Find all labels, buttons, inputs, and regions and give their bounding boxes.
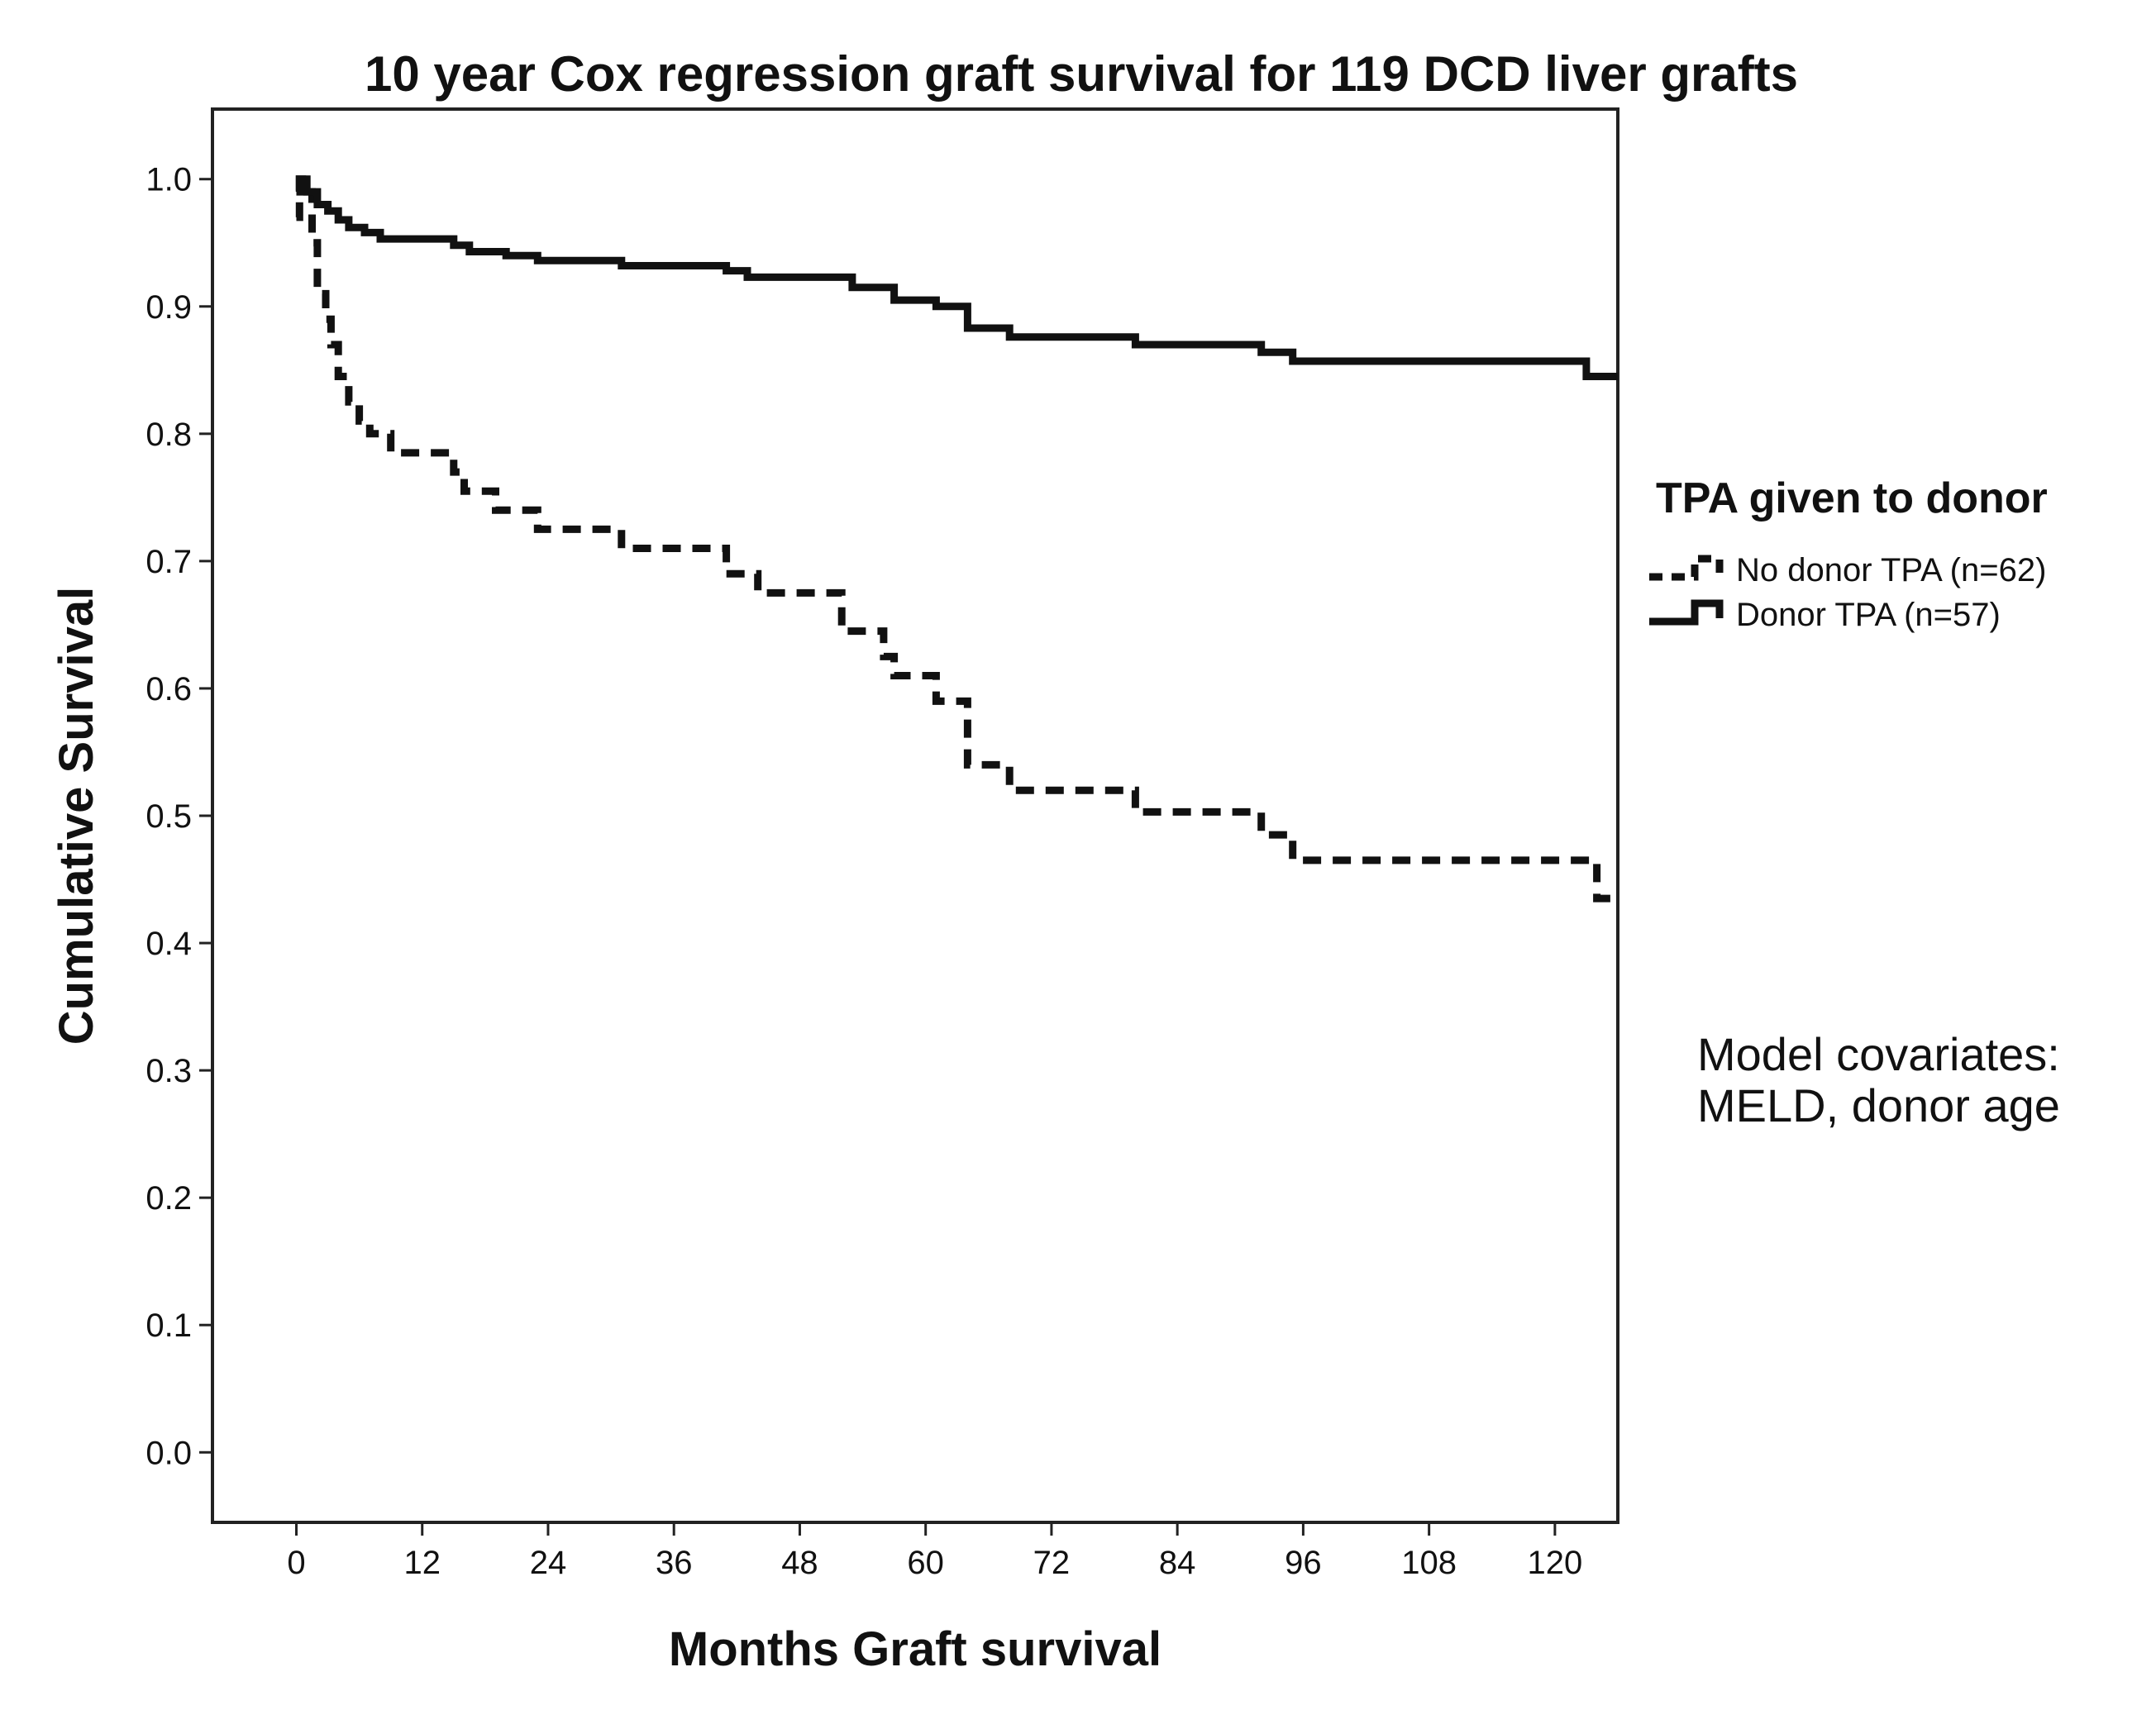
series-layer <box>295 175 1618 903</box>
plot-area-frame <box>211 107 1619 1524</box>
y-tick-label: 0.4 <box>145 926 192 962</box>
x-tick-label: 36 <box>656 1545 693 1581</box>
x-tick-label: 84 <box>1159 1545 1196 1581</box>
y-tick-label: 0.3 <box>145 1053 192 1089</box>
x-axis-label: Months Graft survival <box>669 1622 1161 1676</box>
legend-items: No donor TPA (n=62) Donor TPA (n=57) <box>1649 552 2046 633</box>
x-tick-label: 96 <box>1285 1545 1322 1581</box>
x-tick-label: 12 <box>403 1545 441 1581</box>
y-tick-label: 0.2 <box>145 1180 192 1217</box>
x-tick-label: 24 <box>530 1545 567 1581</box>
x-tick-label: 60 <box>907 1545 944 1581</box>
model-annotation: Model covariates: MELD, donor age <box>1697 1028 2060 1131</box>
x-tick-label: 72 <box>1033 1545 1071 1581</box>
y-tick-label: 0.1 <box>145 1307 192 1344</box>
chart-title: 10 year Cox regression graft survival fo… <box>365 46 1798 102</box>
series-line-0 <box>295 175 1618 903</box>
x-tick-label: 48 <box>781 1545 818 1581</box>
y-axis-label: Cumulative Survival <box>50 587 103 1045</box>
legend-label-1: Donor TPA (n=57) <box>1736 597 2001 633</box>
y-tick-label: 0.8 <box>145 417 192 453</box>
y-axis: 0.0 0.1 0.2 0.3 0.4 0.5 0.6 0.7 0.8 0.9 1.0 <box>145 162 212 1471</box>
y-tick-label: 0.5 <box>145 798 192 835</box>
x-tick-label: 0 <box>287 1545 305 1581</box>
y-tick-label: 0.7 <box>145 544 192 580</box>
series-line-1 <box>295 175 1618 380</box>
legend-swatch-0 <box>1649 555 1724 581</box>
legend-swatch-1 <box>1649 599 1724 626</box>
annotation-line-1: Model covariates: <box>1697 1028 2060 1080</box>
x-tick-label: 120 <box>1528 1545 1583 1581</box>
y-tick-label: 0.6 <box>145 671 192 707</box>
y-tick-label: 0.0 <box>145 1435 192 1471</box>
annotation-line-2: MELD, donor age <box>1697 1079 2060 1131</box>
y-tick-label: 0.9 <box>145 289 192 326</box>
legend-title: TPA given to donor <box>1656 474 2048 522</box>
legend-label-0: No donor TPA (n=62) <box>1736 552 2046 588</box>
y-tick-label: 1.0 <box>145 162 192 198</box>
x-tick-label: 108 <box>1401 1545 1457 1581</box>
x-axis: 0 12 24 36 48 60 72 84 96 108 120 <box>287 1522 1582 1581</box>
legend: TPA given to donor No donor TPA (n=62) Do… <box>1649 474 2048 633</box>
